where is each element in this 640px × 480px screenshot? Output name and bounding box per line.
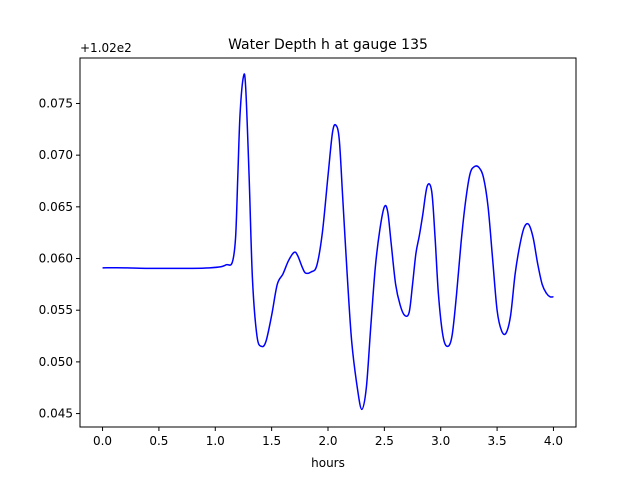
x-tick-label: 4.0 (544, 434, 563, 448)
x-tick-label: 0.5 (149, 434, 168, 448)
x-tick-label: 2.0 (318, 434, 337, 448)
y-tick-label: 0.060 (39, 252, 73, 266)
series-layer (102, 73, 554, 411)
y-tick-label: 0.050 (39, 355, 73, 369)
x-tick-label: 1.0 (206, 434, 225, 448)
x-tick-label: 0.0 (93, 434, 112, 448)
series-line (102, 73, 554, 411)
y-tick-label: 0.045 (39, 407, 73, 421)
x-tick-label: 3.0 (431, 434, 450, 448)
y-tick-label: 0.070 (39, 148, 73, 162)
x-axis-label: hours (311, 456, 345, 470)
y-tick-label: 0.065 (39, 200, 73, 214)
x-tick-label: 2.5 (375, 434, 394, 448)
axes-frame (79, 57, 577, 428)
x-tick-label: 3.5 (488, 434, 507, 448)
y-offset-label: +1.02e2 (80, 41, 132, 55)
x-tick-label: 1.5 (262, 434, 281, 448)
y-tick-label: 0.055 (39, 303, 73, 317)
ticks-layer: 0.0 0.5 1.0 1.5 2.0 2.5 3.0 3.5 4.0 0.045 0.050 0.0… (39, 96, 563, 448)
y-tick-label: 0.075 (39, 96, 73, 110)
chart-title: Water Depth h at gauge 135 (228, 37, 428, 53)
